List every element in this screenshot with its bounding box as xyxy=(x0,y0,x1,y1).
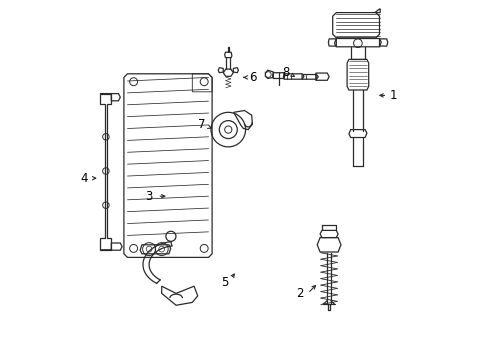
Text: 7: 7 xyxy=(197,118,204,131)
Text: 8: 8 xyxy=(282,66,289,78)
Text: 6: 6 xyxy=(248,71,256,84)
Text: 1: 1 xyxy=(389,89,397,102)
Text: 5: 5 xyxy=(221,276,228,289)
Text: 2: 2 xyxy=(296,287,304,300)
Text: 3: 3 xyxy=(145,190,152,203)
Text: 4: 4 xyxy=(80,172,87,185)
